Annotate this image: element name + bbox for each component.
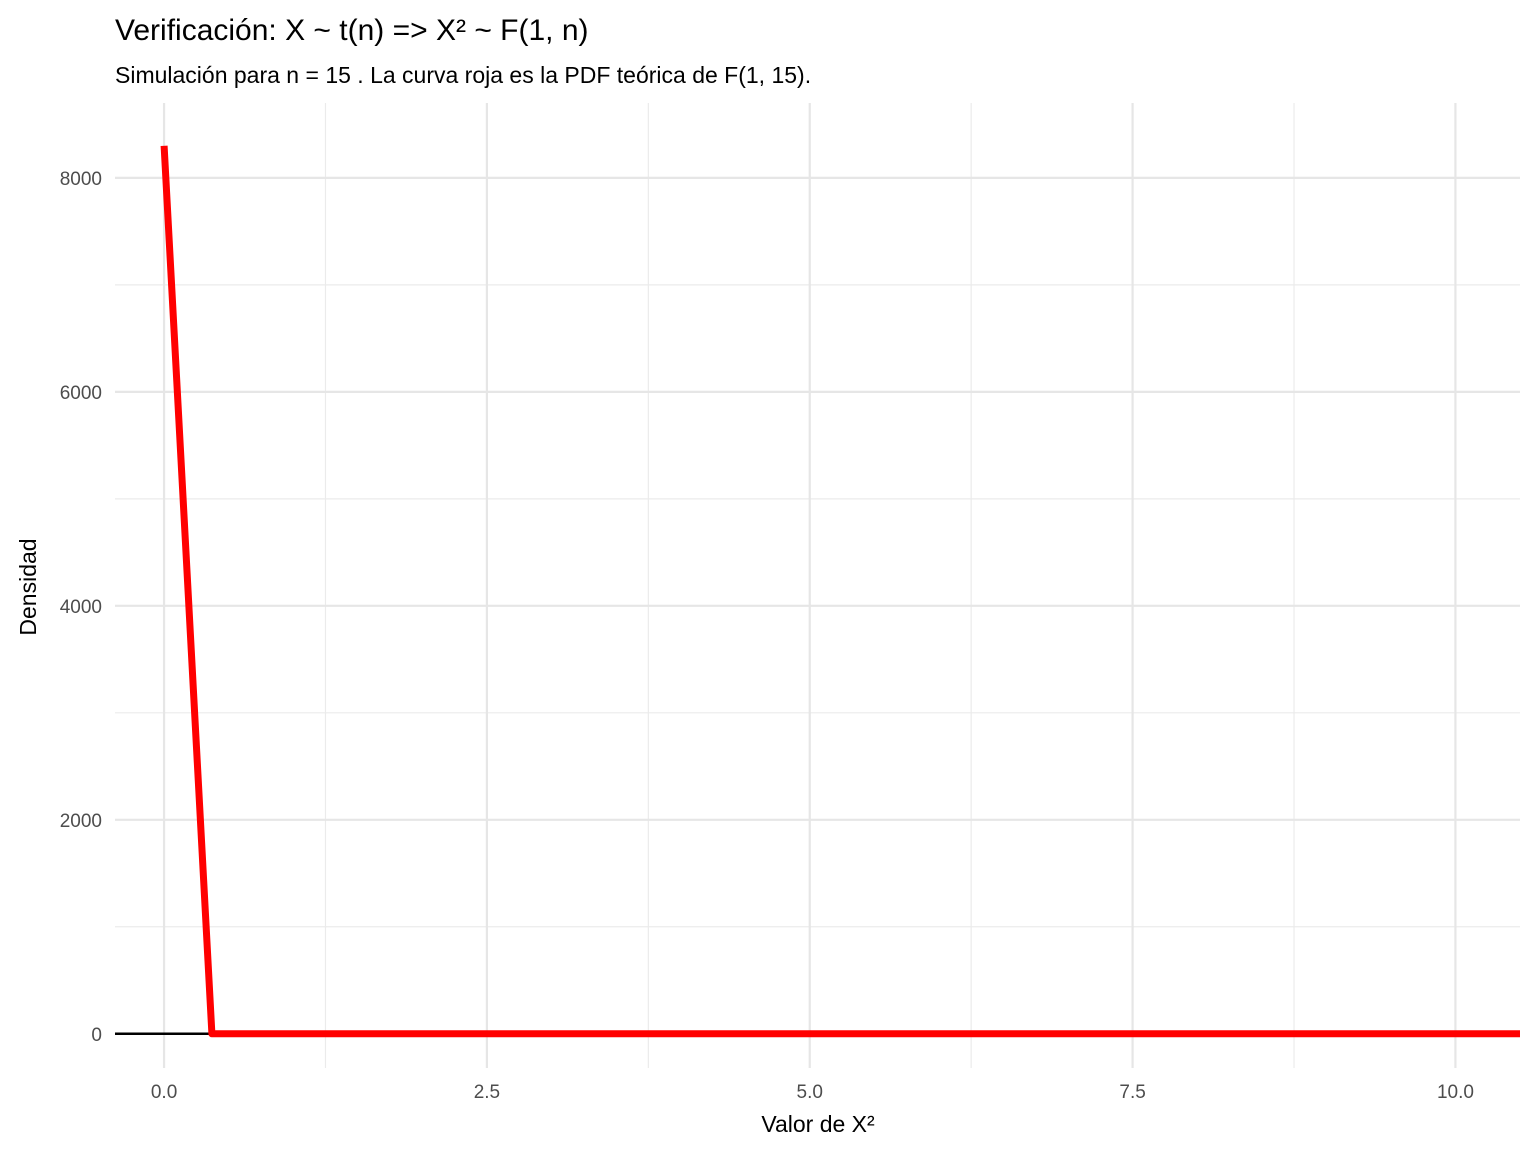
y-axis-title: Densidad [15, 538, 41, 635]
x-axis-title: Valor de X² [761, 1111, 875, 1137]
y-tick-label: 2000 [60, 811, 102, 832]
x-tick-label: 2.5 [474, 1082, 500, 1103]
x-axis: 0.0 2.5 5.0 7.5 10.0 [151, 1082, 1474, 1103]
chart-title: Verificación: X ~ t(n) => X² ~ F(1, n) [115, 14, 589, 47]
x-tick-label: 10.0 [1437, 1082, 1474, 1103]
y-tick-label: 8000 [60, 169, 102, 190]
y-axis: 0 2000 4000 6000 8000 [60, 169, 102, 1046]
y-tick-label: 0 [91, 1025, 102, 1046]
series-line-1 [160, 145, 1520, 1038]
series-layer [115, 145, 1520, 1038]
chart-subtitle: Simulación para n = 15 . La curva roja e… [115, 62, 811, 88]
x-tick-label: 7.5 [1119, 1082, 1145, 1103]
grid [115, 103, 1520, 1068]
y-tick-label: 6000 [60, 383, 102, 404]
y-tick-label: 4000 [60, 597, 102, 618]
x-tick-label: 0.0 [151, 1082, 177, 1103]
x-tick-label: 5.0 [797, 1082, 823, 1103]
